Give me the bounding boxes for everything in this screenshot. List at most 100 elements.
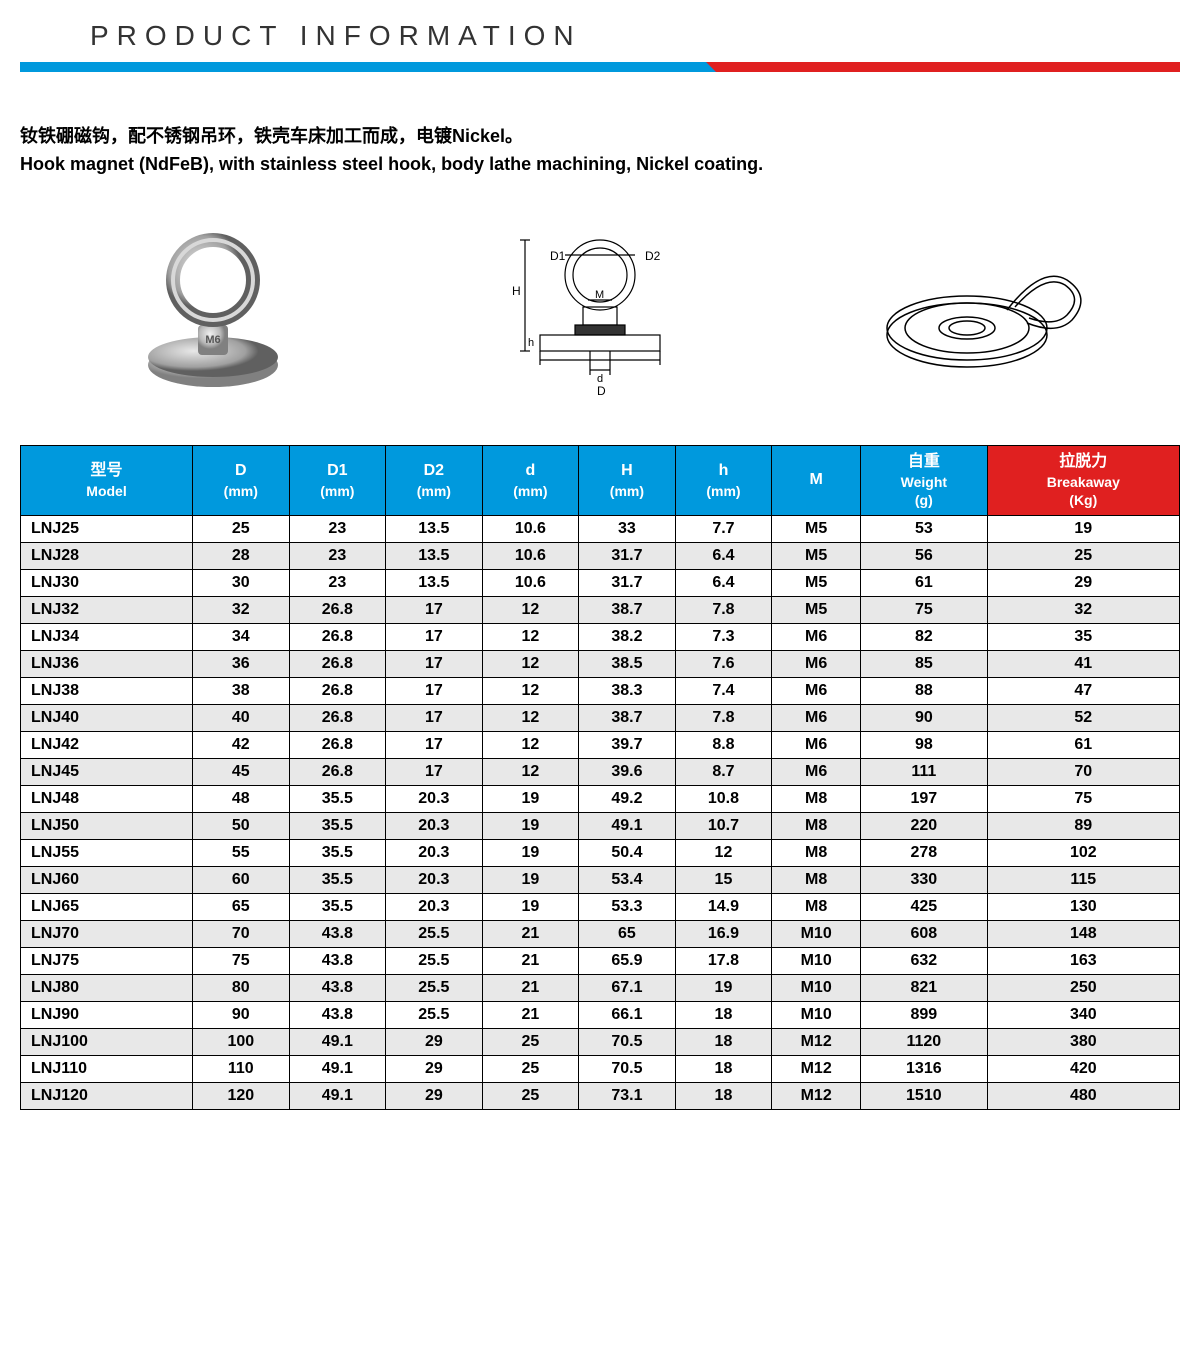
- table-cell: 10.6: [482, 516, 579, 543]
- table-cell: 21: [482, 921, 579, 948]
- table-cell: 12: [482, 678, 579, 705]
- table-cell: 19: [482, 840, 579, 867]
- table-cell: 75: [193, 948, 290, 975]
- table-cell: 899: [861, 1002, 987, 1029]
- table-row: LNJ424226.8171239.78.8M69861: [21, 732, 1180, 759]
- table-cell: 39.7: [579, 732, 676, 759]
- product-photo: M6: [63, 220, 363, 400]
- col-header: D(mm): [193, 446, 290, 516]
- bar-red: [716, 62, 1180, 72]
- table-cell: 70: [987, 759, 1179, 786]
- table-cell: 25: [482, 1029, 579, 1056]
- table-cell: 25.5: [386, 1002, 483, 1029]
- table-cell: LNJ30: [21, 570, 193, 597]
- bar-blue: [20, 62, 716, 72]
- table-cell: 17: [386, 705, 483, 732]
- table-cell: 43.8: [289, 975, 386, 1002]
- table-cell: M8: [772, 867, 861, 894]
- table-cell: 19: [482, 894, 579, 921]
- table-cell: 49.1: [289, 1083, 386, 1110]
- table-cell: 21: [482, 1002, 579, 1029]
- svg-text:D: D: [597, 384, 606, 398]
- table-cell: 49.1: [579, 813, 676, 840]
- table-cell: 8.8: [675, 732, 772, 759]
- table-cell: M10: [772, 975, 861, 1002]
- table-cell: 102: [987, 840, 1179, 867]
- table-cell: 65.9: [579, 948, 676, 975]
- table-row: LNJ505035.520.31949.110.7M822089: [21, 813, 1180, 840]
- table-cell: LNJ36: [21, 651, 193, 678]
- table-cell: 18: [675, 1029, 772, 1056]
- col-header: D1(mm): [289, 446, 386, 516]
- table-cell: 19: [482, 786, 579, 813]
- table-cell: 821: [861, 975, 987, 1002]
- table-cell: 35: [987, 624, 1179, 651]
- table-cell: 20.3: [386, 867, 483, 894]
- table-cell: 25.5: [386, 921, 483, 948]
- table-cell: 7.3: [675, 624, 772, 651]
- table-cell: 12: [482, 597, 579, 624]
- table-cell: 19: [482, 867, 579, 894]
- table-cell: LNJ45: [21, 759, 193, 786]
- table-cell: 19: [482, 813, 579, 840]
- table-cell: 17: [386, 597, 483, 624]
- table-cell: M6: [772, 678, 861, 705]
- svg-text:D1: D1: [550, 249, 566, 263]
- table-cell: 31.7: [579, 543, 676, 570]
- table-cell: 7.4: [675, 678, 772, 705]
- table-cell: 61: [861, 570, 987, 597]
- table-cell: 13.5: [386, 516, 483, 543]
- table-cell: 29: [386, 1029, 483, 1056]
- table-row: LNJ404026.8171238.77.8M69052: [21, 705, 1180, 732]
- table-cell: 6.4: [675, 543, 772, 570]
- table-cell: 25.5: [386, 948, 483, 975]
- table-cell: M8: [772, 813, 861, 840]
- table-row: LNJ28282313.510.631.76.4M55625: [21, 543, 1180, 570]
- table-cell: 7.6: [675, 651, 772, 678]
- table-row: LNJ343426.8171238.27.3M68235: [21, 624, 1180, 651]
- svg-text:M6: M6: [206, 334, 221, 346]
- table-cell: 1510: [861, 1083, 987, 1110]
- table-cell: 23: [289, 570, 386, 597]
- table-cell: LNJ120: [21, 1083, 193, 1110]
- table-cell: M5: [772, 543, 861, 570]
- table-cell: 20.3: [386, 786, 483, 813]
- table-cell: 13.5: [386, 543, 483, 570]
- table-cell: 29: [386, 1083, 483, 1110]
- table-cell: 330: [861, 867, 987, 894]
- table-cell: 31.7: [579, 570, 676, 597]
- table-cell: M8: [772, 840, 861, 867]
- table-cell: 35.5: [289, 786, 386, 813]
- table-cell: 111: [861, 759, 987, 786]
- table-cell: 25: [482, 1083, 579, 1110]
- table-cell: 26.8: [289, 759, 386, 786]
- table-cell: LNJ48: [21, 786, 193, 813]
- table-cell: 65: [579, 921, 676, 948]
- description-english: Hook magnet (NdFeB), with stainless stee…: [20, 154, 1180, 175]
- table-cell: 7.7: [675, 516, 772, 543]
- table-cell: 7.8: [675, 705, 772, 732]
- table-row: LNJ363626.8171238.57.6M68541: [21, 651, 1180, 678]
- table-cell: 19: [675, 975, 772, 1002]
- table-cell: M5: [772, 570, 861, 597]
- table-cell: LNJ55: [21, 840, 193, 867]
- table-cell: 12: [482, 651, 579, 678]
- table-cell: 197: [861, 786, 987, 813]
- table-cell: LNJ32: [21, 597, 193, 624]
- description-chinese: 钕铁硼磁钩，配不锈钢吊环，铁壳车床加工而成，电镀Nickel。: [20, 122, 1180, 148]
- table-cell: M6: [772, 624, 861, 651]
- table-cell: LNJ100: [21, 1029, 193, 1056]
- table-cell: 278: [861, 840, 987, 867]
- table-cell: M6: [772, 732, 861, 759]
- table-cell: 47: [987, 678, 1179, 705]
- table-cell: 13.5: [386, 570, 483, 597]
- table-cell: 26.8: [289, 705, 386, 732]
- table-cell: 34: [193, 624, 290, 651]
- table-cell: 20.3: [386, 813, 483, 840]
- table-cell: 163: [987, 948, 1179, 975]
- table-cell: 49.2: [579, 786, 676, 813]
- table-cell: 56: [861, 543, 987, 570]
- table-cell: 25: [482, 1056, 579, 1083]
- table-cell: 49.1: [289, 1029, 386, 1056]
- table-cell: 38.5: [579, 651, 676, 678]
